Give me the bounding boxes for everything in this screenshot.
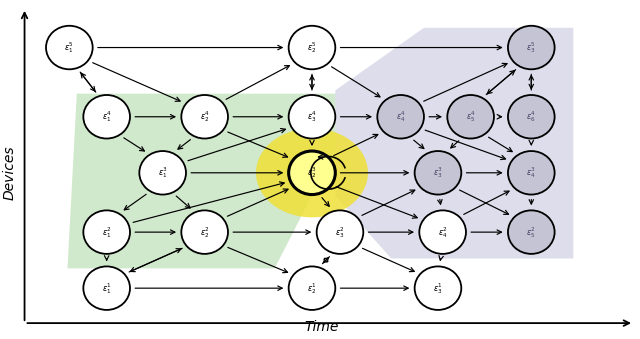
Ellipse shape — [378, 95, 424, 139]
Text: $\epsilon_{2}^{2}$: $\epsilon_{2}^{2}$ — [200, 225, 209, 240]
Text: $\epsilon_{6}^{4}$: $\epsilon_{6}^{4}$ — [526, 109, 536, 124]
Text: $\epsilon_{3}^{2}$: $\epsilon_{3}^{2}$ — [335, 225, 345, 240]
Text: $\epsilon_{3}^{4}$: $\epsilon_{3}^{4}$ — [307, 109, 317, 124]
Text: $\epsilon_{5}^{4}$: $\epsilon_{5}^{4}$ — [466, 109, 476, 124]
Polygon shape — [67, 94, 335, 268]
Ellipse shape — [289, 266, 335, 310]
Text: $\epsilon_{1}^{3}$: $\epsilon_{1}^{3}$ — [157, 165, 168, 180]
Ellipse shape — [289, 26, 335, 69]
Ellipse shape — [83, 95, 130, 139]
Text: $\epsilon_{1}^{5}$: $\epsilon_{1}^{5}$ — [65, 40, 74, 55]
Polygon shape — [335, 28, 573, 259]
Text: $\epsilon_{5}^{2}$: $\epsilon_{5}^{2}$ — [527, 225, 536, 240]
Ellipse shape — [415, 151, 461, 195]
Text: $\epsilon_{1}^{4}$: $\epsilon_{1}^{4}$ — [102, 109, 111, 124]
Text: $\epsilon_{3}^{3}$: $\epsilon_{3}^{3}$ — [433, 165, 443, 180]
Ellipse shape — [508, 211, 555, 254]
Ellipse shape — [508, 26, 555, 69]
Ellipse shape — [415, 266, 461, 310]
Ellipse shape — [289, 151, 335, 195]
Ellipse shape — [83, 266, 130, 310]
Ellipse shape — [317, 211, 364, 254]
Ellipse shape — [181, 95, 228, 139]
Text: $\epsilon_{1}^{2}$: $\epsilon_{1}^{2}$ — [102, 225, 111, 240]
Text: Devices: Devices — [3, 145, 17, 200]
Ellipse shape — [289, 95, 335, 139]
Ellipse shape — [419, 211, 466, 254]
Text: $\epsilon_{2}^{5}$: $\epsilon_{2}^{5}$ — [307, 40, 317, 55]
Text: $\epsilon_{2}^{3}$: $\epsilon_{2}^{3}$ — [307, 165, 317, 180]
Ellipse shape — [256, 128, 368, 217]
Ellipse shape — [508, 95, 555, 139]
Ellipse shape — [447, 95, 494, 139]
Text: $\epsilon_{3}^{5}$: $\epsilon_{3}^{5}$ — [527, 40, 536, 55]
Text: $\epsilon_{4}^{3}$: $\epsilon_{4}^{3}$ — [526, 165, 536, 180]
Text: $\epsilon_{4}^{2}$: $\epsilon_{4}^{2}$ — [438, 225, 447, 240]
Text: $\epsilon_{4}^{4}$: $\epsilon_{4}^{4}$ — [396, 109, 406, 124]
Text: Time: Time — [304, 320, 339, 334]
Ellipse shape — [508, 151, 555, 195]
Ellipse shape — [181, 211, 228, 254]
Text: $\epsilon_{2}^{1}$: $\epsilon_{2}^{1}$ — [307, 281, 317, 296]
Text: $\epsilon_{1}^{1}$: $\epsilon_{1}^{1}$ — [102, 281, 111, 296]
Ellipse shape — [83, 211, 130, 254]
Ellipse shape — [140, 151, 186, 195]
Text: $\epsilon_{3}^{1}$: $\epsilon_{3}^{1}$ — [433, 281, 443, 296]
Ellipse shape — [46, 26, 93, 69]
Text: $\epsilon_{2}^{4}$: $\epsilon_{2}^{4}$ — [200, 109, 210, 124]
